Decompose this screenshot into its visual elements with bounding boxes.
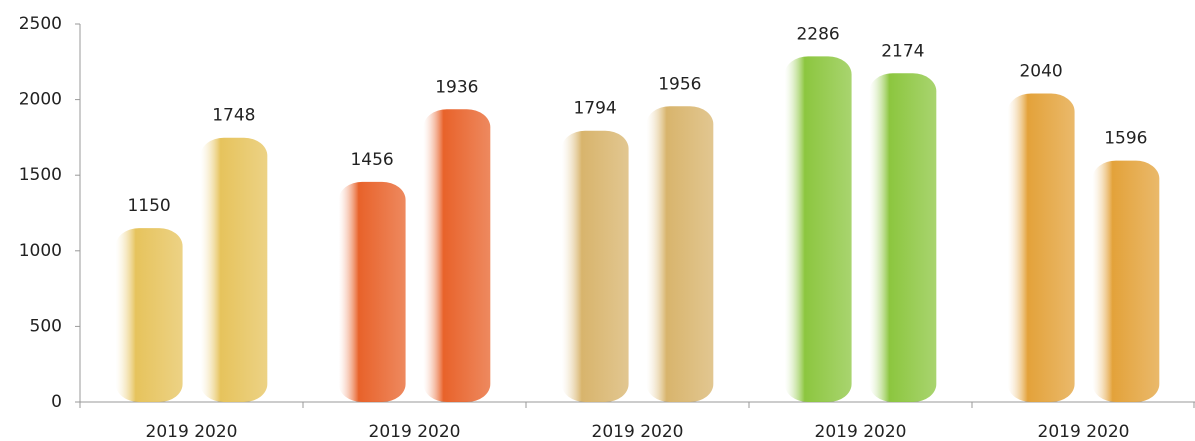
y-tick-label: 2500: [19, 14, 62, 34]
y-tick-label: 0: [51, 392, 62, 412]
value-label: 1596: [1104, 129, 1147, 149]
value-label: 2040: [1019, 62, 1062, 82]
bar: [785, 56, 852, 402]
bar: [339, 182, 406, 402]
bar: [869, 73, 936, 402]
value-label: 1150: [127, 196, 170, 216]
value-label: 2286: [796, 24, 839, 44]
bar: [646, 106, 713, 402]
bar: [1008, 94, 1075, 402]
bar: [1092, 161, 1159, 402]
page: 0 500 1000 1500 2000 2500 2019 2020 1150 1748 201…: [0, 0, 1195, 441]
value-label: 1936: [435, 77, 478, 97]
x-tick-label: 2019 2020: [369, 422, 461, 441]
bar: [200, 138, 267, 402]
y-tick-label: 1000: [19, 241, 62, 261]
x-tick-label: 2019 2020: [592, 422, 684, 441]
value-label: 1956: [658, 74, 701, 94]
bar: [423, 109, 490, 402]
y-tick-label: 2000: [19, 90, 62, 110]
y-tick-label: 500: [30, 316, 62, 336]
y-tick-label: 1500: [19, 165, 62, 185]
x-tick-label: 2019 2020: [1038, 422, 1130, 441]
chart: 0 500 1000 1500 2000 2500 2019 2020 1150 1748 201…: [0, 0, 1195, 441]
x-tick-label: 2019 2020: [146, 422, 238, 441]
value-label: 1748: [212, 106, 255, 126]
bar: [116, 228, 183, 402]
value-label: 2174: [881, 41, 924, 61]
value-label: 1794: [573, 99, 616, 119]
x-tick-label: 2019 2020: [815, 422, 907, 441]
value-label: 1456: [350, 150, 393, 170]
bar: [562, 131, 629, 402]
